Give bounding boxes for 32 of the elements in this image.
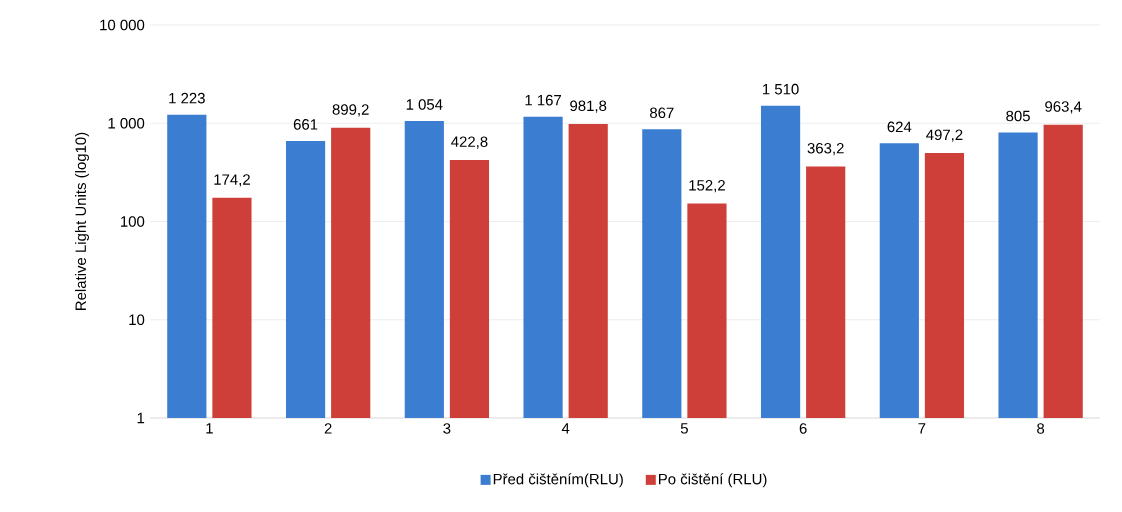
x-tick-label: 1	[206, 423, 213, 434]
data-label: 174,2	[214, 174, 250, 187]
legend-label: Po čištění (RLU)	[659, 473, 767, 488]
x-tick-label: 3	[443, 423, 451, 434]
x-tick-label: 5	[680, 423, 688, 434]
data-label: 1 054	[406, 99, 443, 110]
y-tick-label: 10 000	[100, 19, 145, 31]
x-tick-label: 6	[799, 423, 807, 434]
data-label: 422,8	[451, 136, 488, 149]
x-tick-label: 2	[324, 423, 332, 434]
legend-label: Před čištěním(RLU)	[493, 473, 623, 488]
data-label: 661	[293, 119, 318, 130]
y-tick-label: 1	[137, 412, 145, 424]
data-label: 1 510	[763, 83, 799, 95]
data-label: 152,2	[689, 180, 725, 193]
data-label: 624	[887, 121, 912, 133]
data-label: 899,2	[332, 104, 369, 117]
data-label: 1 167	[525, 94, 561, 106]
x-tick-label: 7	[918, 423, 926, 434]
data-label: 981,8	[570, 100, 607, 113]
y-tick-label: 10	[129, 314, 145, 326]
x-tick-label: 8	[1037, 423, 1045, 434]
x-tick-label: 4	[561, 423, 570, 434]
y-tick-label: 100	[121, 216, 145, 227]
data-label: 1 223	[169, 92, 205, 104]
data-label: 963,4	[1045, 101, 1082, 114]
y-axis-title: Relative Light Units (log10)	[75, 132, 89, 310]
data-label: 363,2	[807, 142, 844, 156]
data-label: 497,2	[926, 129, 963, 142]
data-label: 805	[1006, 110, 1030, 122]
y-tick-label: 1 000	[108, 117, 145, 129]
data-label: 867	[650, 107, 674, 119]
